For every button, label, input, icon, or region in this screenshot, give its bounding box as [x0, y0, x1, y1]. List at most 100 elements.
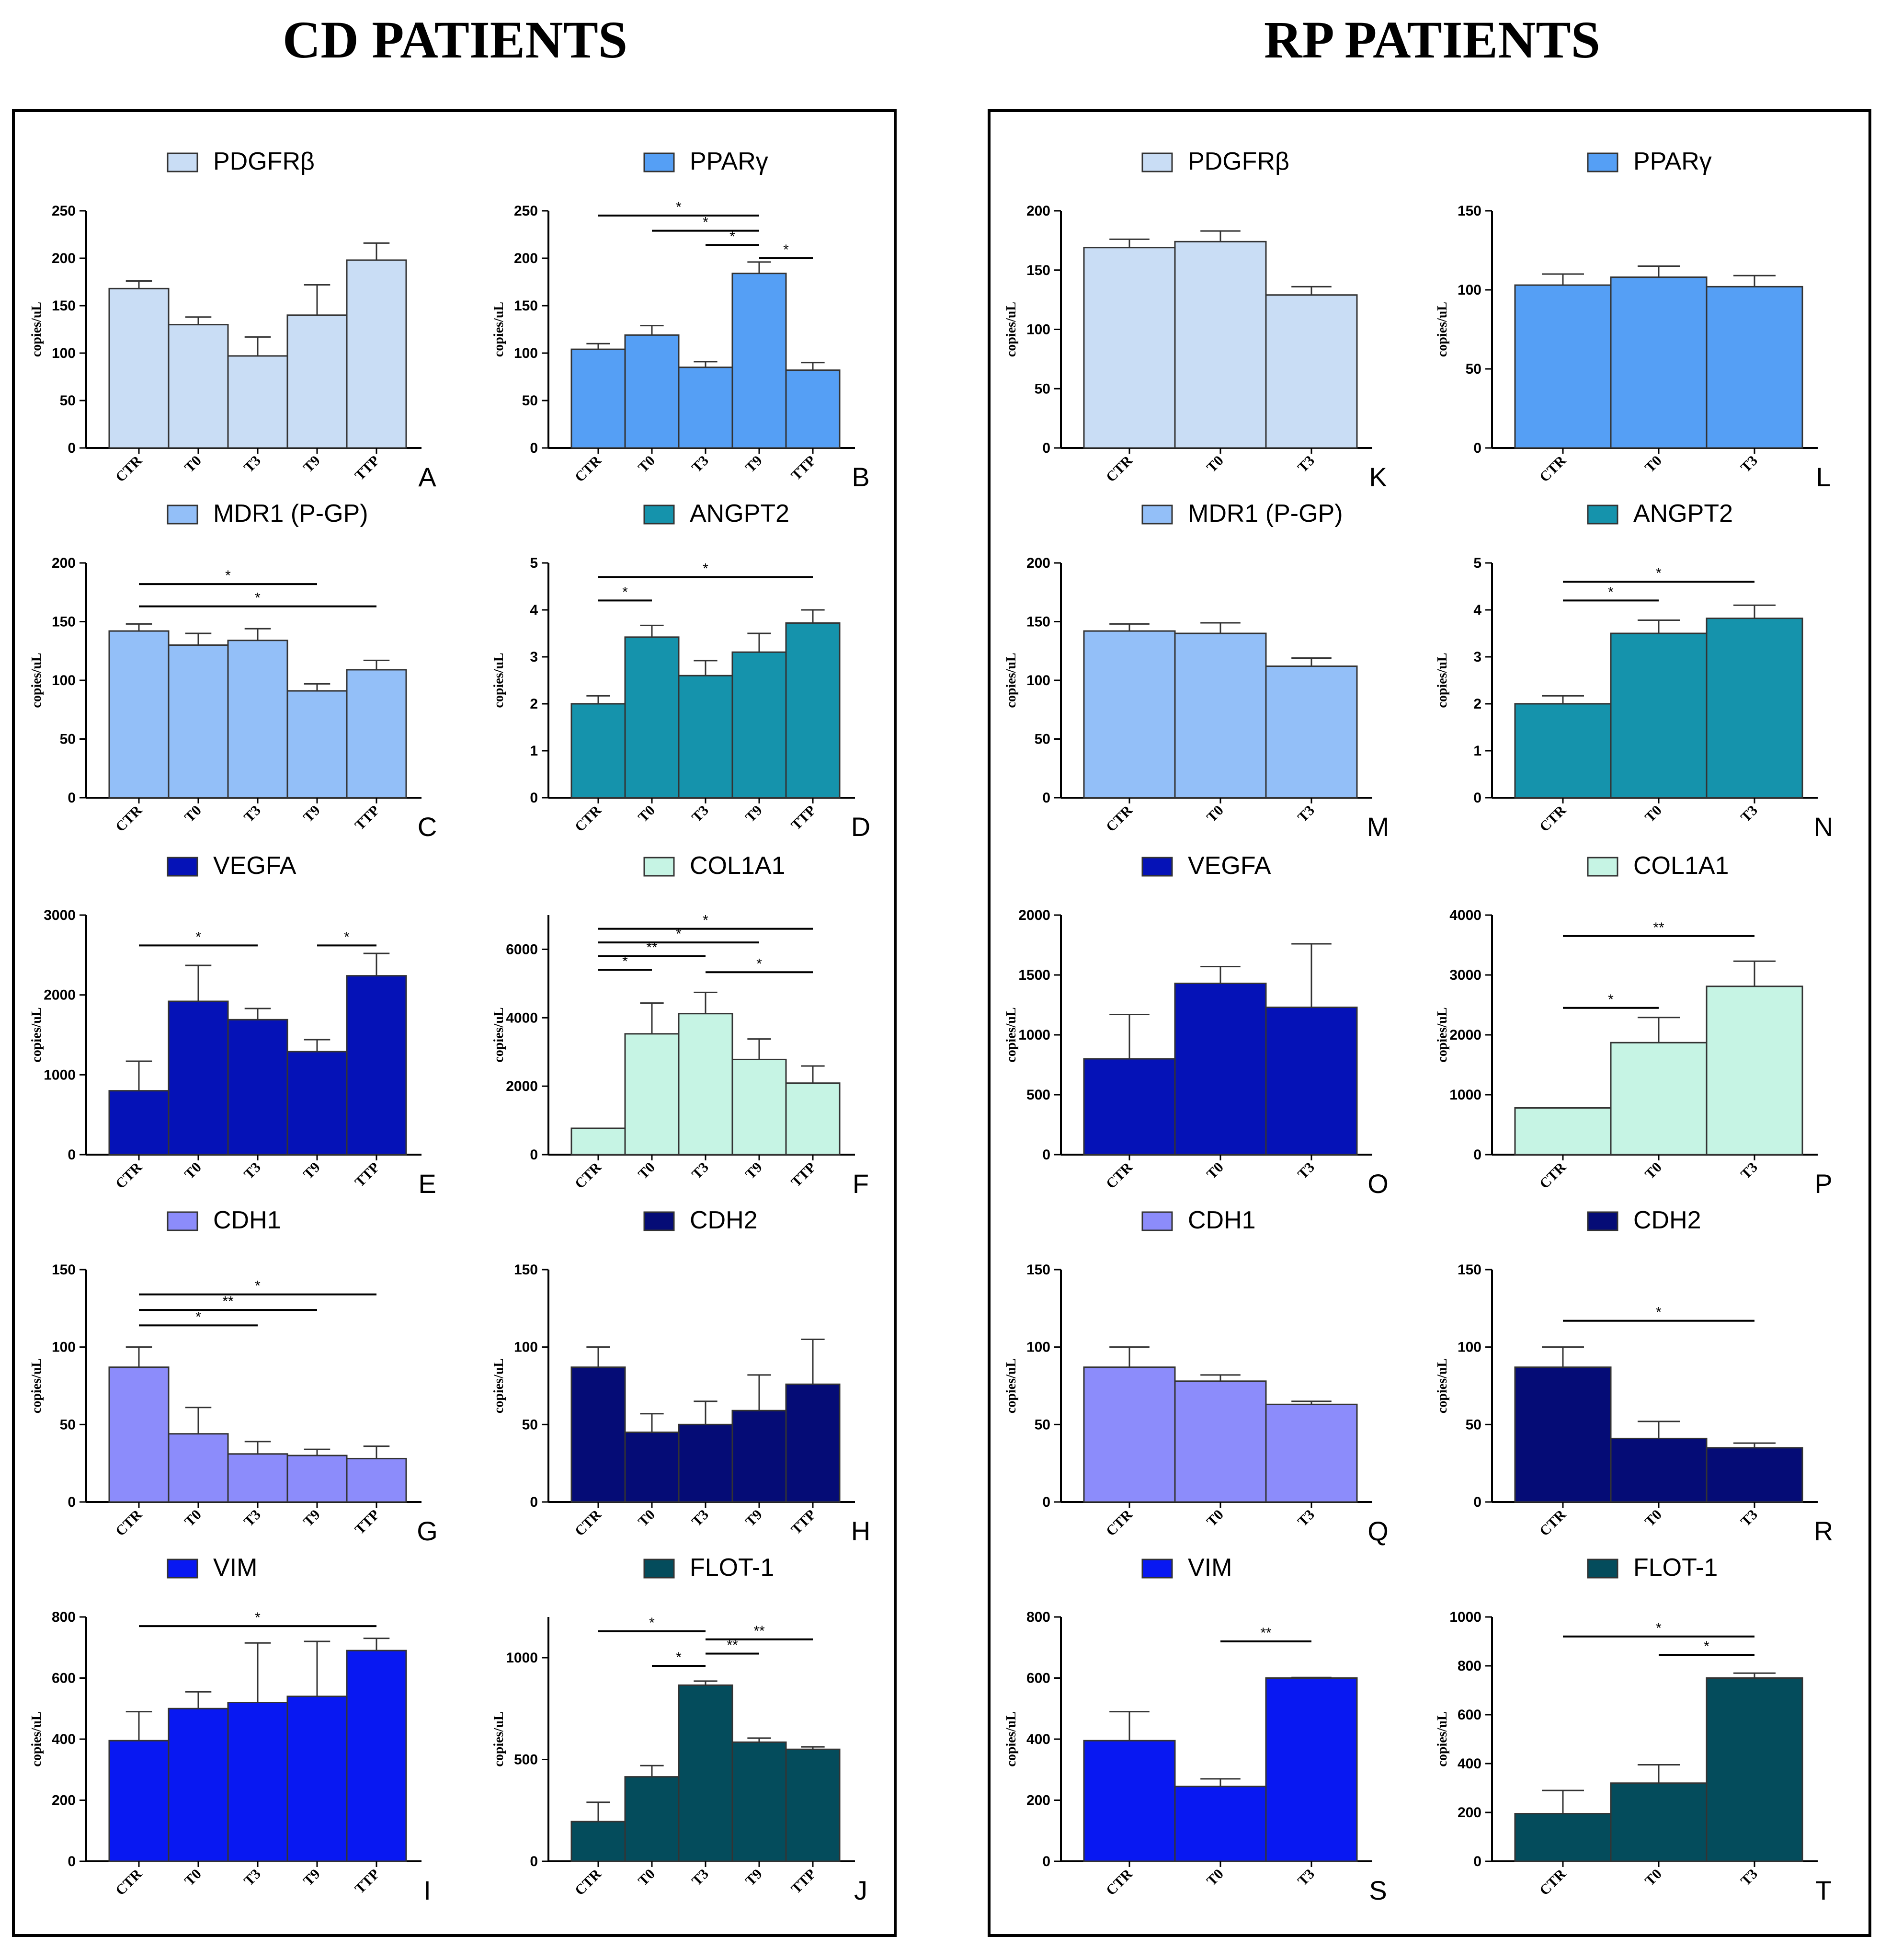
panel-letter: M [1367, 812, 1390, 842]
bar-T3 [227, 640, 288, 799]
legend-swatch [1587, 152, 1618, 172]
y-tick-label: 200 [1026, 203, 1050, 219]
x-tick-label: CTR [1103, 452, 1136, 485]
bar-T3 [1706, 1677, 1803, 1862]
y-tick-label: 50 [1035, 732, 1050, 747]
y-axis-label: copies/uL [1435, 302, 1450, 357]
x-tick-label: T9 [742, 1866, 765, 1889]
y-tick-label: 0 [1042, 790, 1050, 806]
y-tick-label: 2000 [44, 987, 76, 1003]
x-tick-label: CTR [1537, 1866, 1569, 1898]
significance-label: ** [727, 1638, 738, 1653]
x-tick-label: T9 [742, 802, 765, 825]
y-tick-label: 400 [1026, 1731, 1050, 1747]
y-tick-label: 2 [530, 696, 538, 712]
bar-T9 [731, 651, 787, 799]
bar-CTR [570, 703, 626, 799]
y-tick-label: 500 [514, 1752, 538, 1768]
chart-N: ANGPT2 0 1 2 3 4 5 copies/uL CTR T0 T3 * * N [1435, 500, 1833, 842]
y-tick-label: 100 [1026, 1340, 1050, 1355]
x-tick-label: CTR [1103, 802, 1136, 835]
y-axis-label: copies/uL [1435, 1711, 1450, 1766]
y-tick-label: 0 [1473, 790, 1481, 806]
significance-label: * [255, 590, 261, 606]
x-tick-label: CTR [113, 1866, 145, 1898]
x-tick-label: T9 [300, 1866, 323, 1889]
legend-swatch [167, 857, 198, 877]
x-tick-label: CTR [113, 802, 145, 835]
y-tick-label: 1 [1473, 743, 1481, 759]
y-tick-label: 600 [52, 1671, 76, 1686]
bar-T3 [1265, 1677, 1358, 1862]
bar-TTP [346, 259, 407, 449]
y-tick-label: 0 [1473, 1494, 1481, 1510]
bar-T0 [1610, 1042, 1708, 1156]
legend-label: CDH2 [1633, 1206, 1701, 1234]
y-tick-label: 500 [1026, 1087, 1050, 1103]
bar-T3 [1706, 1447, 1803, 1503]
x-tick-label: TTP [788, 1866, 819, 1897]
legend-label: CDH1 [1188, 1206, 1256, 1234]
y-axis-label: copies/uL [491, 1711, 506, 1766]
y-tick-label: 0 [530, 440, 538, 456]
significance-label: * [195, 929, 201, 945]
x-tick-label: T3 [1738, 802, 1761, 825]
legend-label: ANGPT2 [1633, 500, 1733, 527]
significance-label: * [703, 913, 708, 928]
x-tick-label: T3 [241, 1159, 264, 1182]
significance-label: * [676, 926, 682, 942]
y-tick-label: 4 [1473, 602, 1481, 618]
bar-T3 [678, 675, 733, 799]
x-tick-label: T3 [241, 1507, 264, 1530]
x-tick-label: CTR [1537, 1159, 1569, 1192]
x-tick-label: T3 [1295, 1159, 1318, 1182]
legend-swatch [167, 504, 198, 525]
x-tick-label: T9 [300, 802, 323, 825]
y-tick-label: 0 [1042, 1147, 1050, 1163]
y-axis-label: copies/uL [1004, 302, 1019, 357]
panel-letter: I [423, 1875, 431, 1905]
legend-label: FLOT-1 [1633, 1554, 1718, 1582]
x-tick-label: T3 [689, 1507, 712, 1530]
chart-H: CDH2 0 50 100 150 copies/uL CTR T0 T3 T9 TTP H [491, 1206, 870, 1546]
significance-label: * [729, 229, 735, 244]
significance-label: ** [753, 1623, 765, 1639]
x-tick-label: T9 [300, 1507, 323, 1530]
chart-R: CDH2 0 50 100 150 copies/uL CTR T0 T3 * R [1435, 1206, 1833, 1546]
y-tick-label: 1000 [1449, 1087, 1481, 1103]
bar-CTR [1083, 630, 1176, 799]
chart-K: PDGFRβ 0 50 100 150 200 copies/uL CTR T0 T3 K [1004, 148, 1387, 492]
y-tick-label: 100 [1458, 1340, 1481, 1355]
significance-label: * [756, 956, 762, 972]
chart-D: ANGPT2 0 1 2 3 4 5 copies/uL CTR T0 T3 T9 TTP * * D [491, 500, 870, 842]
legend-swatch [1141, 504, 1173, 525]
bar-TTP [785, 369, 841, 449]
significance-label: * [649, 1615, 655, 1631]
y-tick-label: 2000 [1018, 907, 1050, 923]
panel-letter: R [1814, 1516, 1833, 1546]
significance-label: * [703, 561, 708, 576]
legend-label: PDGFRβ [213, 148, 315, 175]
y-tick-label: 100 [514, 1340, 538, 1355]
chart-L: PPARγ 0 50 100 150 copies/uL CTR T0 T3 L [1435, 148, 1831, 492]
bar-T3 [1265, 1007, 1358, 1156]
y-tick-label: 1000 [1018, 1027, 1050, 1043]
cd-patients-title: CD PATIENTS [282, 11, 628, 69]
x-tick-label: CTR [113, 1506, 145, 1539]
bar-CTR [1514, 284, 1612, 449]
x-tick-label: T9 [742, 1507, 765, 1530]
y-tick-label: 1000 [44, 1067, 76, 1083]
legend-swatch [643, 504, 675, 525]
y-axis-label: copies/uL [491, 653, 506, 708]
y-tick-label: 3000 [1449, 967, 1481, 983]
y-axis-label: copies/uL [29, 1007, 44, 1062]
bar-T3 [678, 367, 733, 449]
x-tick-label: TTP [352, 453, 383, 484]
significance-label: ** [222, 1294, 234, 1309]
significance-label: * [622, 953, 628, 969]
y-tick-label: 50 [60, 393, 76, 409]
y-tick-label: 2000 [1449, 1027, 1481, 1043]
x-tick-label: T3 [1738, 453, 1761, 476]
y-tick-label: 5 [1473, 555, 1481, 571]
x-tick-label: CTR [572, 1159, 604, 1192]
